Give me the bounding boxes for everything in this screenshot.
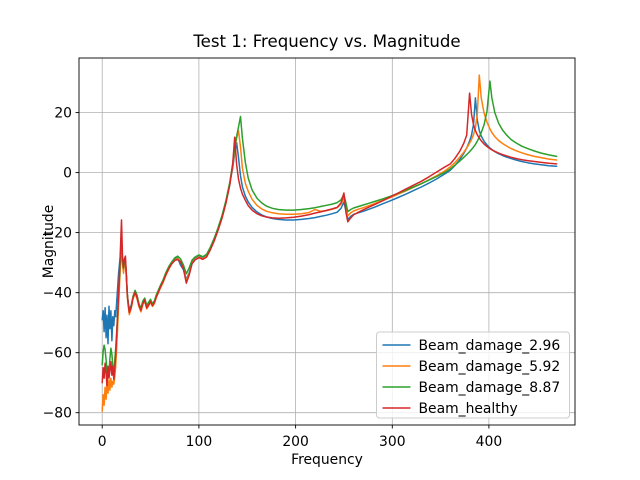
y-tick-label-20: 20 — [54, 105, 72, 121]
y-tick-label--80: −80 — [43, 406, 72, 422]
legend-label-Beam_damage_2.96: Beam_damage_2.96 — [419, 338, 561, 354]
y-tick-label-0: 0 — [63, 165, 72, 181]
series-line-Beam_healthy — [101, 92, 558, 387]
legend-label-Beam_healthy: Beam_healthy — [419, 401, 518, 417]
legend: Beam_damage_2.96 Beam_damage_5.92 Beam_dam… — [376, 331, 570, 419]
y-tick-label--20: −20 — [43, 225, 72, 241]
y-tick-label--40: −40 — [43, 286, 72, 302]
x-tick-label-400: 400 — [476, 434, 503, 450]
axis-ticks: 0 100 200 300 400 −80 −60 −40 −20 0 20 — [43, 105, 502, 450]
x-axis-label: Frequency — [291, 452, 363, 468]
plot-series — [101, 74, 558, 412]
legend-box — [376, 331, 570, 419]
y-tick-label--60: −60 — [43, 346, 72, 362]
x-tick-label-200: 200 — [282, 434, 309, 450]
grid — [79, 58, 575, 425]
series-line-Beam_damage_2.96 — [101, 97, 558, 345]
y-axis-label: Magnitude — [41, 205, 57, 279]
x-tick-label-0: 0 — [98, 434, 107, 450]
x-tick-label-100: 100 — [186, 434, 213, 450]
legend-label-Beam_damage_5.92: Beam_damage_5.92 — [419, 359, 561, 375]
legend-label-Beam_damage_8.87: Beam_damage_8.87 — [419, 380, 561, 396]
plot-border — [78, 57, 576, 426]
x-tick-label-300: 300 — [379, 434, 406, 450]
chart-title: Test 1: Frequency vs. Magnitude — [192, 32, 460, 51]
